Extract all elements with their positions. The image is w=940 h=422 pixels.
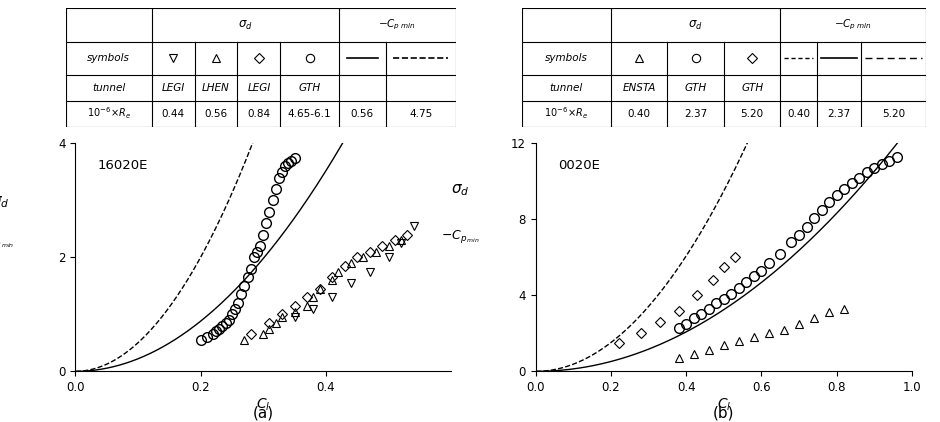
Text: $- C_{p\ min}$: $- C_{p\ min}$ <box>834 18 872 32</box>
Text: 0020E: 0020E <box>558 160 601 173</box>
Text: $\sigma_d$: $\sigma_d$ <box>238 19 253 32</box>
Text: GTH: GTH <box>741 83 763 92</box>
Text: 4.75: 4.75 <box>409 108 432 119</box>
Text: 0.40: 0.40 <box>627 108 650 119</box>
Text: 16020E: 16020E <box>98 160 149 173</box>
Text: $- C_{p_{\,min}}$: $- C_{p_{\,min}}$ <box>441 228 480 245</box>
Text: tunnel: tunnel <box>92 83 125 92</box>
Text: 0.40: 0.40 <box>787 108 810 119</box>
Text: $\sigma_d$: $\sigma_d$ <box>688 19 703 32</box>
Text: 0.44: 0.44 <box>162 108 184 119</box>
Text: 0.56: 0.56 <box>204 108 227 119</box>
Text: 2.37: 2.37 <box>827 108 851 119</box>
X-axis label: $C_l$: $C_l$ <box>716 397 731 413</box>
Text: 0.84: 0.84 <box>247 108 271 119</box>
Text: $\sigma_d$: $\sigma_d$ <box>0 194 9 210</box>
Text: $10^{-6}\!\times\!R_e$: $10^{-6}\!\times\!R_e$ <box>86 106 131 122</box>
Text: 4.65-6.1: 4.65-6.1 <box>288 108 332 119</box>
Text: LEGI: LEGI <box>162 83 184 92</box>
Text: 5.20: 5.20 <box>741 108 763 119</box>
Text: ENSTA: ENSTA <box>622 83 655 92</box>
Text: (b): (b) <box>713 406 734 421</box>
Text: $10^{-6}\!\times\!R_e$: $10^{-6}\!\times\!R_e$ <box>544 106 588 122</box>
Text: tunnel: tunnel <box>550 83 583 92</box>
Text: symbols: symbols <box>87 53 130 63</box>
Text: LEGI: LEGI <box>247 83 271 92</box>
Text: 0.56: 0.56 <box>351 108 374 119</box>
Text: LHEN: LHEN <box>202 83 230 92</box>
Text: GTH: GTH <box>299 83 321 92</box>
Text: $C_{p_{\,min}}$: $C_{p_{\,min}}$ <box>0 233 14 250</box>
Text: 5.20: 5.20 <box>882 108 905 119</box>
Text: symbols: symbols <box>544 53 588 63</box>
Text: (a): (a) <box>253 406 274 421</box>
Text: 2.37: 2.37 <box>684 108 707 119</box>
Text: GTH: GTH <box>684 83 707 92</box>
Text: $\sigma_d$: $\sigma_d$ <box>451 183 470 198</box>
X-axis label: $C_l$: $C_l$ <box>256 397 271 413</box>
Text: $- C_{p\ min}$: $- C_{p\ min}$ <box>378 18 416 32</box>
